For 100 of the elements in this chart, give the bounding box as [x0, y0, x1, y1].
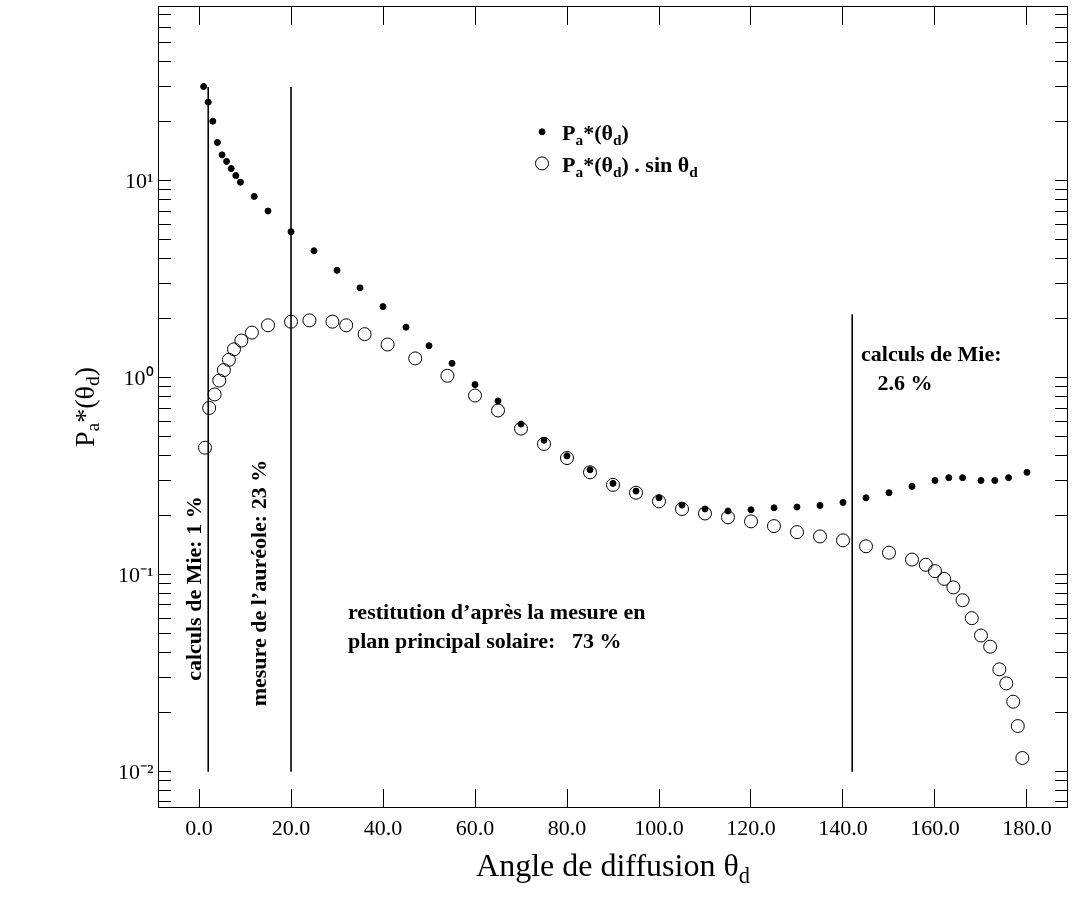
point	[221, 352, 236, 367]
point	[261, 318, 276, 333]
y-tick-label: 10¹	[124, 168, 154, 194]
point	[1006, 694, 1021, 709]
x-tick-label: 160.0	[910, 814, 960, 840]
point	[885, 489, 893, 497]
annotation: calculs de Mie: 2.6 %	[861, 341, 1002, 395]
x-tick-label: 80.0	[547, 814, 587, 840]
point	[284, 314, 299, 329]
point	[959, 474, 967, 482]
point	[946, 580, 961, 595]
point	[767, 519, 781, 534]
point	[859, 539, 873, 554]
x-axis-title: Angle de diffusion θ$_{d}$	[476, 847, 750, 889]
annotation: restitution d’après la mesure en plan principal solaire: 73 %	[348, 599, 646, 653]
point	[793, 503, 801, 511]
point	[216, 363, 231, 378]
point	[209, 117, 217, 125]
point	[928, 564, 942, 579]
point	[991, 476, 999, 484]
point	[236, 178, 244, 186]
point	[325, 314, 340, 329]
point	[402, 323, 410, 331]
point	[945, 474, 953, 482]
point	[357, 327, 372, 342]
legend-label: P$_{a}$*(θ$_{d}$) . sin θ$_{d}$	[562, 151, 699, 180]
point	[213, 138, 221, 146]
point	[1015, 751, 1030, 766]
point	[882, 545, 896, 560]
point	[973, 628, 988, 643]
point	[675, 501, 689, 516]
point	[560, 451, 574, 466]
y-tick-label: 10⁻¹	[117, 562, 154, 588]
point	[310, 247, 318, 255]
x-tick-label: 180.0	[1002, 814, 1052, 840]
point	[537, 436, 551, 451]
annotation: calculs de Mie: 1 %	[181, 496, 207, 681]
point	[999, 676, 1014, 691]
point	[264, 207, 272, 215]
point	[212, 373, 227, 388]
annotation: mesure de l’auréole: 23 %	[246, 459, 272, 707]
point	[744, 514, 758, 529]
point	[790, 525, 804, 540]
point	[839, 498, 847, 506]
point	[931, 476, 939, 484]
x-tick-label: 0.0	[185, 814, 213, 840]
point	[992, 662, 1007, 677]
point	[652, 494, 666, 509]
point	[721, 510, 735, 525]
point	[583, 465, 597, 480]
x-tick-label: 140.0	[818, 814, 868, 840]
point	[606, 477, 620, 492]
point	[200, 83, 208, 91]
y-tick-label: 10⁻²	[117, 759, 154, 785]
point	[471, 381, 479, 389]
point	[232, 172, 240, 180]
point	[226, 342, 241, 357]
point	[937, 571, 952, 586]
point	[491, 403, 506, 418]
point	[918, 557, 933, 572]
x-tick-label: 60.0	[455, 814, 495, 840]
point	[1010, 719, 1025, 734]
point	[448, 359, 456, 367]
point	[770, 504, 778, 512]
point	[514, 421, 528, 436]
point	[198, 440, 212, 455]
point	[629, 485, 643, 500]
point	[207, 387, 222, 402]
point	[1023, 468, 1031, 476]
y-tick-label: 10⁰	[123, 365, 154, 391]
point	[983, 639, 998, 654]
point	[816, 501, 824, 509]
x-tick-label: 100.0	[634, 814, 684, 840]
point	[425, 342, 433, 350]
point	[1005, 474, 1013, 482]
point	[333, 266, 341, 274]
point	[244, 325, 259, 340]
point	[905, 552, 919, 567]
point	[234, 333, 249, 348]
point	[380, 337, 395, 352]
x-tick-label: 20.0	[271, 814, 311, 840]
point	[223, 157, 231, 165]
point	[698, 506, 712, 521]
point	[218, 151, 226, 159]
point	[468, 388, 483, 403]
point	[747, 506, 755, 514]
point	[440, 368, 455, 383]
point	[250, 192, 258, 200]
point	[227, 165, 235, 173]
point	[408, 351, 423, 366]
point	[908, 482, 916, 490]
x-tick-label: 120.0	[726, 814, 776, 840]
point	[977, 476, 985, 484]
point	[964, 611, 979, 626]
point	[339, 318, 354, 333]
point	[494, 397, 502, 405]
point	[302, 313, 317, 328]
point	[955, 593, 970, 608]
point	[202, 401, 217, 415]
point	[813, 529, 827, 544]
